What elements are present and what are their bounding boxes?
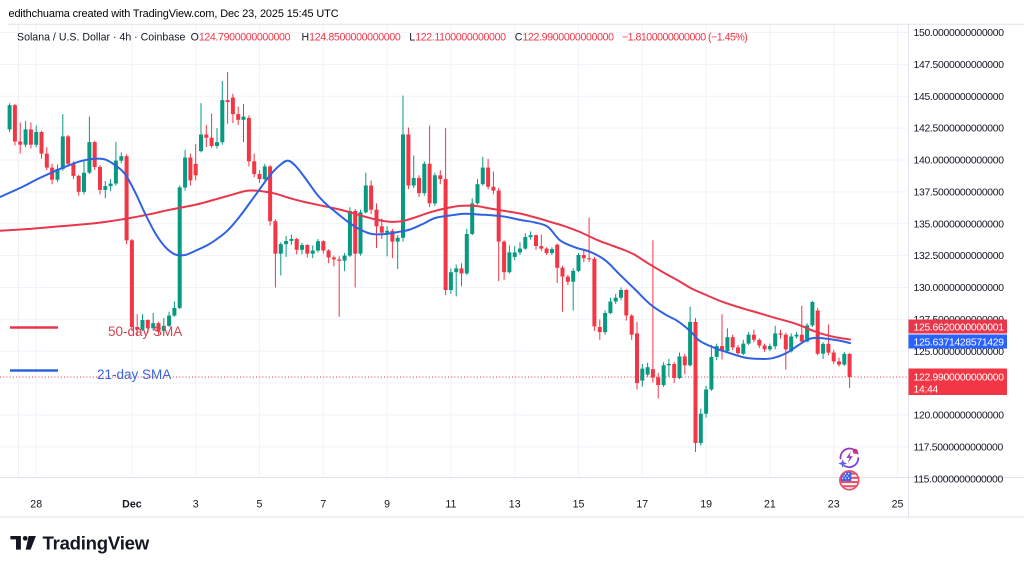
- svg-text:9: 9: [384, 499, 390, 511]
- svg-text:142.5000000000000: 142.5000000000000: [914, 124, 1005, 135]
- svg-text:3: 3: [193, 499, 199, 511]
- svg-text:117.5000000000000: 117.5000000000000: [914, 443, 1004, 454]
- svg-text:21: 21: [764, 499, 776, 511]
- svg-text:O124.7900000000000: O124.7900000000000: [191, 32, 291, 44]
- svg-text:14:44: 14:44: [914, 385, 939, 396]
- svg-text:19: 19: [700, 499, 712, 511]
- svg-text:130.0000000000000: 130.0000000000000: [914, 283, 1005, 294]
- svg-text:50-day SMA: 50-day SMA: [108, 324, 182, 339]
- svg-text:23: 23: [828, 499, 840, 511]
- svg-text:132.5000000000000: 132.5000000000000: [914, 251, 1005, 262]
- svg-text:13: 13: [509, 499, 521, 511]
- svg-text:137.5000000000000: 137.5000000000000: [914, 188, 1005, 199]
- svg-text:C122.9900000000000: C122.9900000000000: [515, 32, 614, 44]
- svg-text:5: 5: [257, 499, 263, 511]
- svg-text:7: 7: [320, 499, 326, 511]
- svg-text:−1.8100000000000 (−1.45%): −1.8100000000000 (−1.45%): [622, 32, 747, 44]
- svg-text:140.0000000000000: 140.0000000000000: [914, 156, 1005, 167]
- svg-text:150.0000000000000: 150.0000000000000: [914, 28, 1005, 39]
- svg-text:120.0000000000000: 120.0000000000000: [914, 411, 1005, 422]
- svg-text:Solana / U.S. Dollar · 4h · Co: Solana / U.S. Dollar · 4h · Coinbase: [17, 32, 186, 44]
- svg-text:H124.8500000000000: H124.8500000000000: [302, 32, 401, 44]
- svg-text:17: 17: [636, 499, 648, 511]
- svg-text:edithchuama created with Tradi: edithchuama created with TradingView.com…: [9, 8, 339, 20]
- svg-text:TradingView: TradingView: [43, 533, 150, 554]
- svg-text:115.0000000000000: 115.0000000000000: [914, 474, 1004, 485]
- svg-text:15: 15: [573, 499, 585, 511]
- svg-text:28: 28: [30, 499, 42, 511]
- svg-text:125.0000000000000: 125.0000000000000: [914, 347, 1005, 358]
- svg-text:125.6371428571429: 125.6371428571429: [914, 338, 1005, 349]
- svg-text:L122.1100000000000: L122.1100000000000: [409, 32, 506, 44]
- svg-text:125.6620000000001: 125.6620000000001: [914, 323, 1005, 334]
- svg-text:Dec: Dec: [122, 499, 142, 511]
- svg-text:11: 11: [445, 499, 456, 511]
- svg-text:147.5000000000000: 147.5000000000000: [914, 60, 1005, 71]
- svg-text:122.9900000000000: 122.9900000000000: [914, 373, 1005, 384]
- svg-text:21-day SMA: 21-day SMA: [97, 367, 171, 382]
- svg-text:25: 25: [892, 499, 904, 511]
- svg-text:135.0000000000000: 135.0000000000000: [914, 219, 1005, 230]
- svg-text:145.0000000000000: 145.0000000000000: [914, 92, 1005, 103]
